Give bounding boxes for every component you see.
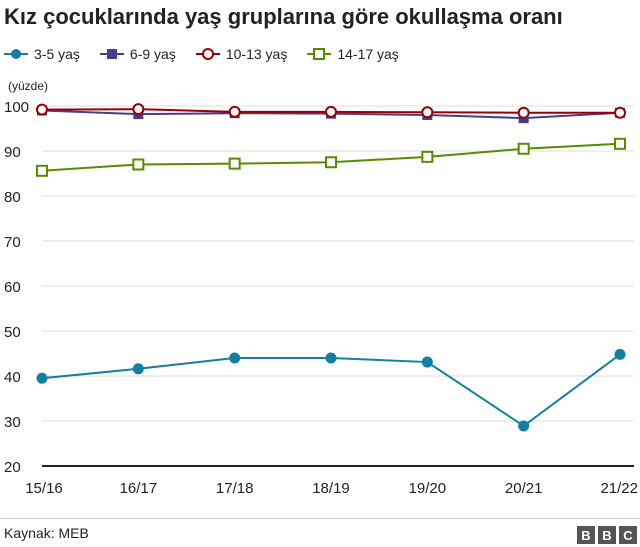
- data-point: [517, 106, 530, 119]
- legend-marker-open-square-icon: [307, 48, 332, 60]
- chart-title: Kız çocuklarında yaş gruplarına göre oku…: [4, 4, 563, 29]
- legend-marker-filled-circle-icon: [4, 49, 28, 59]
- x-tick-label: 20/21: [505, 480, 543, 497]
- y-tick-label: 30: [4, 414, 21, 431]
- data-point: [518, 420, 530, 432]
- y-tick-label: 100: [4, 99, 29, 116]
- data-point: [132, 158, 145, 171]
- y-tick-label: 70: [4, 234, 21, 251]
- bbc-logo-letter: B: [577, 526, 595, 544]
- data-point: [421, 356, 433, 368]
- y-tick-label: 60: [4, 279, 21, 296]
- source-text: Kaynak: MEB: [4, 525, 89, 541]
- x-tick-label: 16/17: [120, 480, 158, 497]
- data-point: [228, 157, 241, 170]
- data-point: [517, 142, 530, 155]
- data-point: [614, 348, 626, 360]
- bbc-logo: B B C: [574, 526, 637, 544]
- y-tick-label: 20: [4, 459, 21, 476]
- series-line: [41, 353, 621, 428]
- y-tick-label: 90: [4, 144, 21, 161]
- y-tick-label: 40: [4, 369, 21, 386]
- bbc-logo-letter: B: [598, 526, 616, 544]
- legend-label: 6-9 yaş: [129, 46, 176, 62]
- legend-item-3-5: 3-5 yaş: [4, 46, 80, 62]
- legend-item-10-13: 10-13 yaş: [195, 46, 288, 62]
- data-point: [36, 372, 48, 384]
- y-tick-label: 50: [4, 324, 21, 341]
- x-tick-label: 21/22: [600, 480, 638, 497]
- data-point: [421, 150, 434, 163]
- data-point: [229, 352, 241, 364]
- data-point: [325, 105, 337, 118]
- data-point: [228, 105, 241, 118]
- data-point: [325, 156, 337, 169]
- data-point: [36, 103, 48, 116]
- legend-label: 14-17 yaş: [337, 46, 399, 62]
- footer-divider: [0, 518, 640, 519]
- y-axis-unit-label: (yüzde): [8, 79, 49, 93]
- x-tick-label: 17/18: [216, 480, 254, 497]
- legend: 3-5 yaş 6-9 yaş 10-13 yaş 14-17 yaş: [4, 44, 419, 64]
- legend-marker-open-circle-icon: [195, 48, 220, 60]
- x-tick-label: 19/20: [409, 480, 447, 497]
- data-point: [36, 164, 48, 177]
- y-tick-label: 80: [4, 189, 21, 206]
- bbc-logo-letter: C: [619, 526, 637, 544]
- data-point: [132, 103, 145, 116]
- data-point: [421, 106, 434, 119]
- legend-item-6-9: 6-9 yaş: [99, 46, 176, 62]
- data-point: [614, 137, 626, 150]
- x-tick-label: 18/19: [312, 480, 350, 497]
- legend-label: 10-13 yaş: [225, 46, 288, 62]
- x-tick-label: 15/16: [25, 480, 63, 497]
- data-point: [325, 352, 337, 364]
- legend-label: 3-5 yaş: [34, 46, 80, 62]
- legend-item-14-17: 14-17 yaş: [307, 46, 399, 62]
- data-point: [614, 106, 626, 119]
- legend-marker-filled-square-icon: [99, 49, 124, 59]
- data-point: [132, 363, 144, 375]
